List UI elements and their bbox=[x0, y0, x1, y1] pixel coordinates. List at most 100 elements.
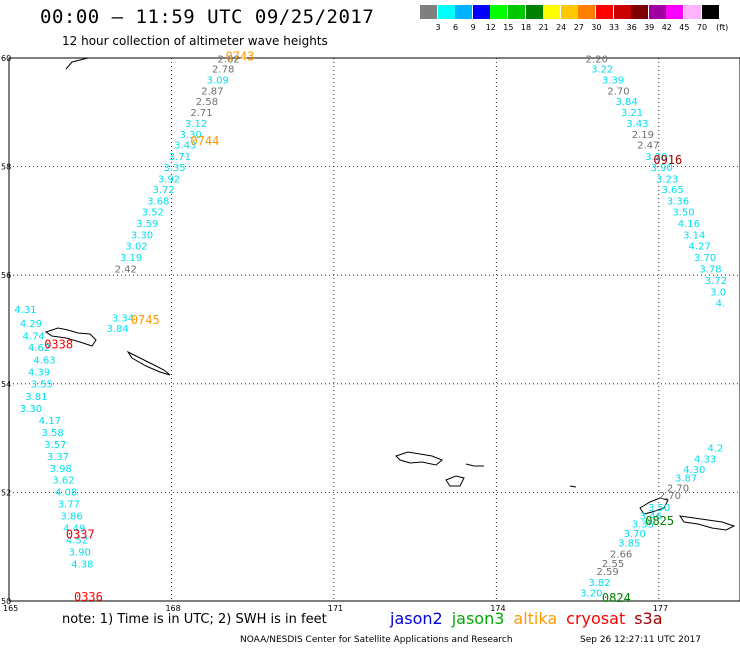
wave-height-value: 3.20 bbox=[645, 152, 667, 163]
wave-height-value: 4.29 bbox=[20, 319, 42, 330]
wave-height-value: 4.16 bbox=[678, 219, 700, 230]
wave-height-value: 4. bbox=[716, 299, 726, 310]
coastline-agattu bbox=[445, 475, 465, 487]
coastlines bbox=[44, 57, 736, 531]
color-label: 6 bbox=[453, 23, 459, 32]
wave-height-value: 4.74 bbox=[23, 331, 45, 342]
wave-height-value: 3.90 bbox=[69, 547, 91, 558]
wave-height-value: 3.20 bbox=[580, 589, 602, 600]
wave-height-value: 2.70 bbox=[607, 86, 629, 97]
color-swatch bbox=[525, 5, 543, 19]
wave-height-value: 2.78 bbox=[212, 65, 234, 76]
lat-tick-label: 50 bbox=[1, 597, 11, 606]
wave-height-value: 3.35 bbox=[632, 520, 654, 531]
wave-height-value: 3.22 bbox=[591, 65, 613, 76]
altimeter-tracks: 2.622.783.092.872.582.713.123.303.433.71… bbox=[14, 54, 727, 599]
wave-height-value: 3.84 bbox=[106, 324, 128, 335]
wave-height-value: 2.19 bbox=[632, 130, 654, 141]
wave-height-value: 4.52 bbox=[66, 535, 88, 546]
pass-time-label: 0916 bbox=[653, 153, 682, 167]
wave-height-value: 3.72 bbox=[152, 185, 174, 196]
pass-time-label: 0824 bbox=[602, 591, 631, 605]
color-label: 9 bbox=[470, 23, 476, 32]
coastline-kiska bbox=[639, 497, 669, 515]
wave-height-value: 4.27 bbox=[689, 242, 711, 253]
wave-height-value: 3.72 bbox=[705, 276, 727, 287]
color-label: 27 bbox=[573, 23, 584, 32]
color-label: 3 bbox=[435, 23, 441, 32]
wave-height-value: 3.12 bbox=[185, 119, 207, 130]
color-label: 39 bbox=[644, 23, 655, 32]
coastline-commander-island-medny bbox=[126, 350, 171, 376]
lat-tick-label: 58 bbox=[1, 163, 11, 172]
wave-height-value: 2.59 bbox=[597, 567, 619, 578]
color-label: 30 bbox=[591, 23, 602, 32]
wave-height-value: 3.78 bbox=[699, 264, 721, 275]
color-swatch bbox=[490, 5, 508, 19]
wave-height-value: 2.58 bbox=[196, 97, 218, 108]
wave-height-value: 3.50 bbox=[672, 207, 694, 218]
wave-height-value: 3.39 bbox=[602, 76, 624, 87]
color-swatch bbox=[560, 5, 578, 19]
wave-height-value: 3.65 bbox=[661, 185, 683, 196]
color-swatch bbox=[666, 5, 684, 19]
wave-height-value: 4.63 bbox=[33, 356, 55, 367]
wave-height-value: 4.38 bbox=[71, 559, 93, 570]
color-swatch bbox=[578, 5, 596, 19]
color-swatch bbox=[437, 5, 455, 19]
wave-height-value: 2.55 bbox=[602, 559, 624, 570]
color-swatch bbox=[508, 5, 525, 19]
pass-time-label: 0337 bbox=[66, 528, 95, 542]
lat-tick-label: 56 bbox=[1, 271, 11, 280]
coastline-buldir bbox=[569, 485, 577, 488]
wave-height-value: 3.0 bbox=[710, 287, 726, 298]
generated-timestamp: Sep 26 12:27:11 UTC 2017 bbox=[580, 635, 702, 645]
legend-jason2: jason2 bbox=[390, 609, 443, 628]
wave-height-value: 4.30 bbox=[683, 465, 705, 476]
pass-time-label: 0338 bbox=[44, 338, 73, 352]
pass-time-label: 0745 bbox=[131, 313, 160, 327]
color-label: 21 bbox=[538, 23, 549, 32]
wave-height-value: 2.62 bbox=[217, 54, 239, 65]
wave-height-value: 3.82 bbox=[588, 578, 610, 589]
wave-height-value: 4.49 bbox=[63, 523, 85, 534]
chart-title: 00:00 – 11:59 UTC 09/25/2017 bbox=[40, 6, 375, 28]
wave-height-value: 3.09 bbox=[207, 76, 229, 87]
color-swatch bbox=[455, 5, 473, 19]
wave-height-value: 3.90 bbox=[651, 163, 673, 174]
wave-height-value: 3.50 bbox=[648, 503, 670, 514]
color-unit: (ft) bbox=[716, 23, 729, 32]
wave-height-value: 3.92 bbox=[158, 174, 180, 185]
wave-height-value: 3.52 bbox=[142, 207, 164, 218]
lon-tick-label: 171 bbox=[328, 604, 343, 613]
color-swatch bbox=[631, 5, 649, 19]
lon-tick-label: 177 bbox=[653, 604, 668, 613]
map-grid: 165 168 171 174 177 50 52 54 56 58 60 bbox=[1, 54, 740, 613]
wave-height-value: 3.37 bbox=[47, 452, 69, 463]
wave-height-value: 3.81 bbox=[25, 392, 47, 403]
wave-height-value: 4.2 bbox=[708, 444, 724, 455]
wave-height-value: 3.68 bbox=[147, 197, 169, 208]
wave-height-value: 4.39 bbox=[28, 368, 50, 379]
wave-height-value: 3.55 bbox=[31, 380, 53, 391]
pass-time-labels: 0743 0744 0745 0338 0337 0336 0916 0825 0824 bbox=[44, 50, 682, 605]
lat-tick-label: 52 bbox=[1, 488, 11, 497]
coastline-rat-islands bbox=[678, 515, 736, 531]
color-label: 12 bbox=[485, 23, 496, 32]
wave-height-value: 4.31 bbox=[14, 305, 36, 316]
color-label: 15 bbox=[503, 23, 514, 32]
units-note: note: 1) Time is in UTC; 2) SWH is in fe… bbox=[62, 612, 327, 627]
wave-height-value: 2.42 bbox=[115, 264, 137, 275]
color-label: 18 bbox=[520, 23, 532, 32]
wave-height-value: 3.46 bbox=[640, 512, 662, 523]
map-frame bbox=[8, 57, 740, 602]
wave-height-value: 2.70 bbox=[659, 491, 681, 502]
wave-height-value: 3.30 bbox=[20, 404, 42, 415]
color-swatch bbox=[648, 5, 666, 19]
wave-height-value: 4.17 bbox=[39, 416, 61, 427]
lat-tick-label: 60 bbox=[1, 54, 11, 63]
color-label: 36 bbox=[626, 23, 637, 32]
wave-height-value: 3.84 bbox=[615, 97, 637, 108]
color-label: 45 bbox=[679, 23, 690, 32]
lon-tick-label: 165 bbox=[3, 604, 18, 613]
